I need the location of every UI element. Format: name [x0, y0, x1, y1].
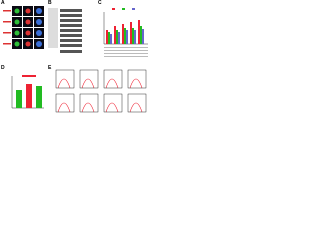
panel-label: B	[48, 0, 52, 6]
flow-histograms	[55, 69, 147, 113]
bar-chart	[11, 75, 44, 109]
panel-label: C	[98, 0, 102, 6]
western-blot	[48, 8, 82, 53]
panel-label: D	[1, 65, 5, 71]
panel-label: E	[48, 65, 52, 71]
microscopy-grid	[3, 6, 44, 49]
panel-label: A	[1, 0, 5, 6]
bar-chart	[103, 8, 148, 57]
figure: A B C D	[1, 0, 148, 113]
